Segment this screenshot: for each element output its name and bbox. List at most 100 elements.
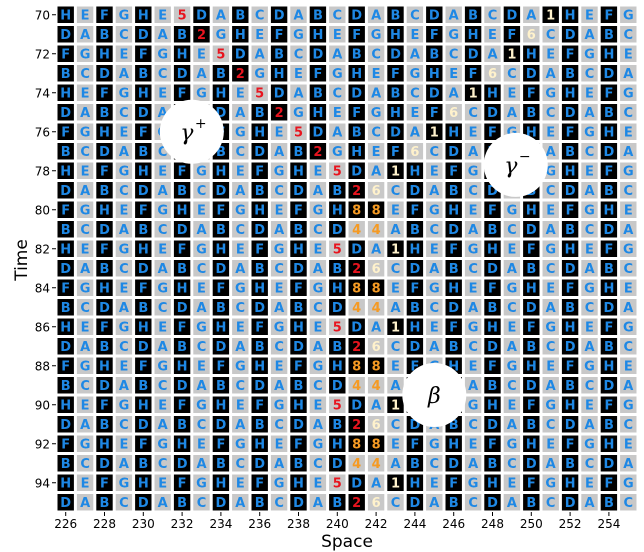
- heatmap-cell: [309, 143, 327, 160]
- heatmap-cell: [387, 84, 404, 101]
- heatmap-cell: [57, 396, 74, 413]
- cell-label: B: [138, 145, 148, 160]
- x-tick-label: 226: [54, 517, 77, 531]
- cell-label: G: [196, 242, 207, 257]
- cell-label: F: [294, 359, 303, 374]
- cell-label: F: [391, 67, 400, 82]
- cell-label: F: [255, 242, 264, 257]
- heatmap-cell: [367, 6, 385, 23]
- heatmap-cell: [232, 182, 249, 199]
- heatmap-cell: [542, 84, 559, 101]
- heatmap-cell: [348, 279, 365, 296]
- heatmap-cell: [173, 299, 191, 316]
- heatmap-cell: [76, 299, 94, 316]
- cell-label: H: [409, 242, 420, 257]
- heatmap-cell: [154, 279, 171, 296]
- cell-label: D: [448, 223, 459, 238]
- cell-label: E: [624, 47, 633, 62]
- cell-label: D: [390, 47, 401, 62]
- heatmap-cell: [387, 26, 404, 43]
- heatmap-cell: [251, 240, 268, 257]
- heatmap-cell: [329, 201, 346, 218]
- cell-label: E: [275, 203, 284, 218]
- cell-label: H: [526, 437, 537, 452]
- heatmap-cell: [620, 6, 637, 23]
- heatmap-cell: [464, 143, 482, 160]
- heatmap-cell: [115, 65, 133, 82]
- cell-label: C: [391, 262, 401, 277]
- cell-label: F: [449, 320, 458, 335]
- heatmap-cell: [76, 377, 94, 394]
- cell-label: E: [81, 8, 90, 23]
- cell-label: A: [80, 262, 90, 277]
- heatmap-cell: [620, 45, 637, 62]
- heatmap-cell: [57, 45, 74, 62]
- heatmap-cell: [270, 396, 288, 413]
- cell-label: G: [196, 164, 207, 179]
- cell-label: B: [177, 184, 187, 199]
- heatmap-cell: [387, 6, 404, 23]
- heatmap-cell: [57, 416, 74, 433]
- heatmap-cell: [600, 435, 618, 452]
- heatmap-cell: [503, 65, 521, 82]
- heatmap-cell: [406, 201, 424, 218]
- heatmap-cell: [600, 123, 618, 140]
- cell-label: A: [235, 106, 245, 121]
- heatmap-cell: [426, 65, 443, 82]
- heatmap-cell: [232, 279, 249, 296]
- cell-label: G: [80, 203, 91, 218]
- cell-label: A: [196, 67, 206, 82]
- cell-label: C: [255, 8, 265, 23]
- heatmap-cell: [115, 494, 133, 511]
- heatmap-cell: [154, 221, 171, 238]
- heatmap-cell: [600, 494, 618, 511]
- cell-label: E: [624, 125, 633, 140]
- x-tick-label: 252: [559, 517, 582, 531]
- heatmap-cell: [503, 318, 521, 335]
- cell-label: H: [603, 281, 614, 296]
- heatmap-cell: [445, 455, 462, 472]
- cell-label: G: [545, 242, 556, 257]
- heatmap-cell: [96, 299, 113, 316]
- heatmap-cell: [173, 201, 191, 218]
- heatmap-cell: [232, 455, 249, 472]
- cell-label: B: [61, 379, 71, 394]
- cell-label: D: [138, 340, 149, 355]
- heatmap-cell: [406, 279, 424, 296]
- heatmap-cell: [154, 45, 171, 62]
- cell-label: A: [371, 8, 381, 23]
- cell-label: A: [468, 379, 478, 394]
- heatmap-cell: [232, 240, 249, 257]
- cell-label: C: [158, 67, 168, 82]
- heatmap-cell: [426, 338, 443, 355]
- heatmap-cell: [135, 318, 152, 335]
- cell-label: D: [99, 457, 110, 472]
- cell-label: A: [80, 184, 90, 199]
- heatmap-cell: [57, 182, 74, 199]
- heatmap-cell: [76, 279, 94, 296]
- cell-label: E: [275, 281, 284, 296]
- heatmap-cell: [76, 435, 94, 452]
- cell-label: G: [119, 476, 130, 491]
- cell-label: A: [371, 164, 381, 179]
- x-tick-label: 244: [403, 517, 426, 531]
- cell-label: H: [138, 8, 149, 23]
- cell-label: F: [488, 437, 497, 452]
- heatmap-cell: [464, 65, 482, 82]
- heatmap-cell: [523, 318, 540, 335]
- heatmap-cell: [173, 182, 191, 199]
- cell-label: H: [409, 164, 420, 179]
- cell-label: G: [623, 242, 634, 257]
- cell-label: A: [623, 301, 633, 316]
- heatmap-cell: [600, 318, 618, 335]
- cell-label: A: [390, 457, 400, 472]
- heatmap-cell: [387, 455, 404, 472]
- cell-label: G: [119, 242, 130, 257]
- cell-label: 4: [352, 301, 361, 316]
- heatmap-cell: [232, 435, 249, 452]
- heatmap-cell: [426, 6, 443, 23]
- cell-label: E: [624, 281, 633, 296]
- heatmap-cell: [96, 65, 113, 82]
- cell-label: E: [546, 125, 555, 140]
- heatmap-cell: [251, 455, 268, 472]
